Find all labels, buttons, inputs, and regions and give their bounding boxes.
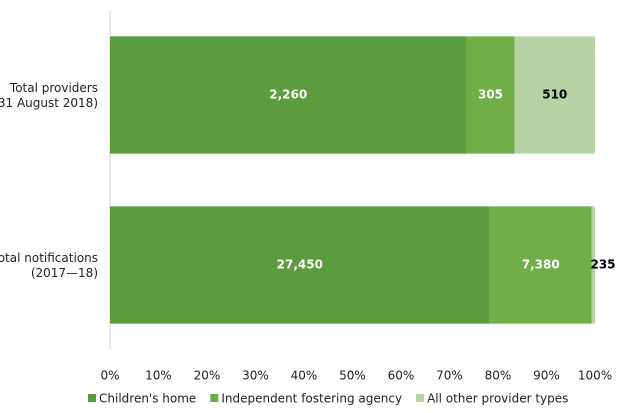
data-label: 27,450 bbox=[277, 258, 323, 272]
data-label: 7,380 bbox=[522, 258, 560, 272]
bar-segment bbox=[591, 206, 595, 324]
x-tick-label: 90% bbox=[533, 369, 560, 383]
x-tick-label: 80% bbox=[485, 369, 512, 383]
x-tick-label: 20% bbox=[194, 369, 221, 383]
bar-segment bbox=[489, 206, 592, 324]
x-tick-label: 100% bbox=[578, 369, 612, 383]
y-tick-label: Total providers (31 August 2018) bbox=[0, 81, 98, 110]
legend-label: Children's home bbox=[99, 392, 196, 406]
legend-label: Independent fostering agency bbox=[221, 392, 402, 406]
data-label: 235 bbox=[590, 258, 615, 272]
y-tick-line: (31 August 2018) bbox=[0, 96, 98, 110]
y-tick-label: Total notifications (2017—18) bbox=[0, 251, 98, 280]
legend-label: All other provider types bbox=[427, 392, 568, 406]
legend-swatch bbox=[210, 394, 219, 402]
legend-swatch bbox=[416, 394, 425, 402]
x-tick-label: 50% bbox=[339, 369, 366, 383]
bar-segment bbox=[110, 206, 490, 324]
y-tick-line: Total providers bbox=[9, 81, 98, 95]
legend-swatch bbox=[88, 394, 96, 402]
data-label: 510 bbox=[542, 88, 567, 102]
x-tick-label: 40% bbox=[291, 369, 318, 383]
x-tick-label: 0% bbox=[100, 369, 119, 383]
x-tick-label: 60% bbox=[388, 369, 415, 383]
x-tick-label: 10% bbox=[145, 369, 172, 383]
x-tick-label: 30% bbox=[242, 369, 269, 383]
data-label: 305 bbox=[478, 88, 503, 102]
data-label: 2,260 bbox=[269, 88, 307, 102]
x-tick-label: 70% bbox=[436, 369, 463, 383]
y-tick-line: (2017—18) bbox=[31, 266, 98, 280]
bar-segment bbox=[466, 36, 515, 154]
bar-segment bbox=[514, 36, 595, 154]
y-tick-line: Total notifications bbox=[0, 251, 98, 265]
bar-segment bbox=[110, 36, 467, 154]
